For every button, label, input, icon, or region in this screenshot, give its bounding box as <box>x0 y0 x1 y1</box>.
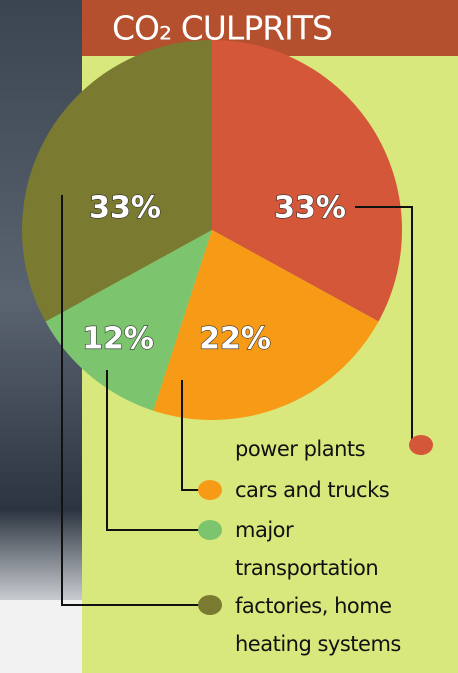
legend-label: power plants <box>235 437 366 461</box>
leader-line <box>106 370 205 531</box>
legend-label: cars and trucks <box>235 478 390 502</box>
title-bar <box>82 0 458 56</box>
legend-swatch <box>198 520 222 540</box>
labels: 33% 22% 12% 33% <box>81 190 346 357</box>
background <box>0 600 82 673</box>
pie-slice <box>45 230 212 411</box>
data-label: 33% <box>274 191 346 226</box>
data-label: 12% <box>82 322 154 357</box>
data-label: 33% <box>89 191 161 226</box>
legend-swatch <box>198 480 222 500</box>
leader-line <box>61 195 205 606</box>
legend-swatch <box>409 435 433 455</box>
pie-slice <box>212 40 402 322</box>
pie <box>21 40 402 420</box>
pie-slice <box>153 230 379 420</box>
legend-swatch <box>198 595 222 615</box>
leader-line <box>181 380 205 491</box>
data-label: 22% <box>199 322 271 357</box>
legend-label: factories, home heating systems <box>235 594 401 656</box>
pie-slice <box>21 40 213 322</box>
legend-label: major transportation <box>235 518 379 580</box>
